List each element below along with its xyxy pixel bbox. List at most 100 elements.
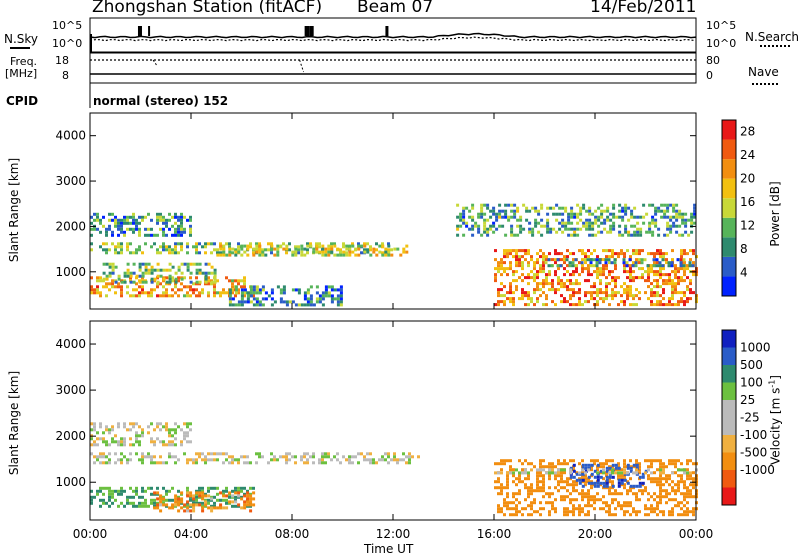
power-echo-cell [159,282,162,286]
power-echo-cell [249,245,252,249]
power-echo-cell [507,218,511,222]
vel-echo-cell [620,477,623,481]
power-echo-cell [348,244,352,248]
power-echo-cell [635,294,638,298]
vel-echo-cell [207,506,211,510]
vel-echo-cell [234,498,237,502]
vel-echo-cell [635,492,638,496]
vel-echo-cell [623,468,626,472]
vel-echo-cell [159,503,163,507]
power-echo-cell [659,270,662,274]
power-echo-cell [650,294,653,298]
power-echo-cell [117,274,121,278]
power-ytick-label: 3000 [55,174,86,188]
velocity-colorbar-segment [722,435,736,453]
power-echo-cell [594,221,598,225]
vel-echo-cell [629,501,632,505]
vel-echo-cell [135,440,138,444]
vel-echo-cell [626,481,630,485]
power-echo-cell [515,249,518,253]
vel-echo-cell [312,452,315,456]
power-colorbar-segment [722,139,736,160]
vel-panel-frame [89,320,697,521]
power-echo-cell [189,276,192,280]
vel-echo-cell [542,468,545,472]
vel-echo-cell [99,461,102,465]
power-echo-cell [518,249,521,253]
power-echo-cell [480,233,484,237]
power-echo-cell [588,224,592,228]
vel-echo-cell [671,459,674,463]
vel-echo-cell [189,422,192,426]
power-echo-cell [690,212,694,216]
power-echo-cell [540,206,544,210]
power-echo-cell [588,212,592,216]
vel-echo-cell [506,477,509,481]
power-echo-cell [186,262,190,266]
vel-echo-cell [159,428,162,432]
nsky-legend-line [10,47,30,49]
vel-echo-cell [635,510,638,514]
power-echo-cell [222,253,226,257]
power-echo-cell [210,242,213,246]
power-echo-cell [605,255,608,259]
power-echo-cell [551,288,554,292]
power-echo-cell [180,230,183,234]
power-echo-cell [228,288,232,292]
power-echo-cell [276,247,280,251]
vel-echo-cell [405,461,408,465]
power-echo-cell [669,215,673,219]
power-echo-cell [657,233,661,237]
power-echo-cell [576,203,580,207]
power-echo-cell [572,294,575,298]
vel-echo-cell [195,452,198,456]
power-echo-cell [222,244,226,248]
vel-echo-cell [108,452,111,456]
power-echo-cell [165,233,168,237]
vel-echo-cell [611,501,614,505]
vel-echo-cell [620,478,624,482]
vel-echo-cell [548,501,551,505]
power-echo-cell [234,250,238,254]
power-echo-cell [258,253,262,257]
power-echo-cell [210,251,213,255]
vel-echo-cell [623,513,626,517]
power-echo-cell [497,264,500,268]
vel-echo-cell [174,428,177,432]
vel-echo-cell [560,498,563,502]
power-echo-cell [165,221,168,225]
vel-echo-cell [638,489,641,493]
vel-echo-cell [201,458,204,462]
vel-echo-cell [602,507,605,511]
vel-echo-cell [605,510,608,514]
power-echo-cell [180,271,184,275]
power-echo-cell [159,218,162,222]
power-echo-cell [552,206,556,210]
power-echo-cell [636,221,640,225]
velocity-colorbar-segment [722,330,736,348]
power-echo-cell [675,215,679,219]
power-echo-cell [537,212,541,216]
power-echo-cell [692,249,695,253]
power-echo-cell [566,288,569,292]
power-echo-cell [315,242,318,246]
vel-echo-cell [234,458,237,462]
power-echo-cell [294,288,298,292]
power-echo-cell [662,252,665,256]
vel-echo-cell [129,428,132,432]
power-echo-cell [270,288,274,292]
velocity-colorbar-frame [721,329,737,506]
vel-echo-cell [578,492,581,496]
vel-echo-cell [129,422,132,426]
vel-echo-cell [617,466,621,470]
power-echo-cell [96,212,99,216]
vel-echo-cell [647,468,650,472]
vel-echo-cell [198,489,201,493]
power-echo-cell [556,258,560,262]
power-echo-cell [237,250,241,254]
power-echo-cell [599,279,602,283]
vel-echo-cell [497,492,500,496]
vel-echo-cell [147,504,150,508]
power-echo-cell [656,300,659,304]
vel-echo-cell [512,480,515,484]
